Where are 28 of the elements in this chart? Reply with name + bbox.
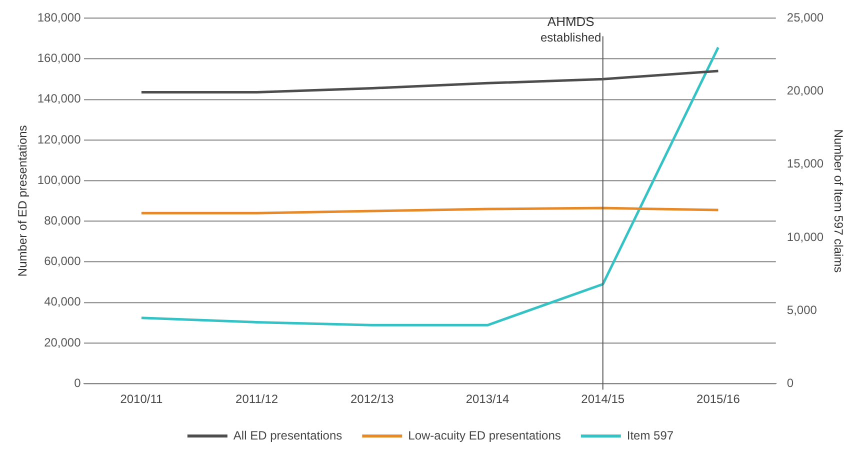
y-tick-label: 100,000 [37,172,82,187]
y-tick-label: 160,000 [37,51,82,66]
x-tick-label: 2010/11 [120,392,164,406]
y2-tick-label: 5,000 [786,302,818,317]
x-tick-label: 2015/16 [696,392,740,406]
y-tick-label: 140,000 [37,92,82,106]
y-tick-label: 80,000 [44,214,82,228]
legend-label: Low-acuity ED presentations [408,428,561,442]
legend-label: Item 597 [626,428,674,442]
y2-axis-title: Number of Item 597 claims [831,129,846,273]
y2-tick-label: 0 [786,376,794,390]
y-tick-label: 20,000 [44,335,82,350]
y-tick-label: 60,000 [44,254,82,268]
x-tick-label: 2013/14 [466,392,510,406]
ref-line-label: AHMDS established [540,14,602,45]
y-tick-label: 40,000 [44,294,82,309]
y-tick-label: 0 [74,376,82,390]
x-tick-label: 2014/15 [581,392,625,406]
y2-tick-label: 25,000 [786,10,824,25]
y2-tick-label: 15,000 [786,156,824,171]
y-tick-label: 120,000 [37,132,82,146]
x-tick-label: 2012/13 [350,392,394,406]
legend-label: All ED presentations [233,428,342,442]
y2-tick-label: 20,000 [786,84,824,98]
x-tick-label: 2011/12 [236,392,278,406]
y2-tick-label: 10,000 [786,230,824,244]
y-axis-title: Number of ED presentations [16,125,30,277]
y-tick-label: 180,000 [37,10,82,25]
